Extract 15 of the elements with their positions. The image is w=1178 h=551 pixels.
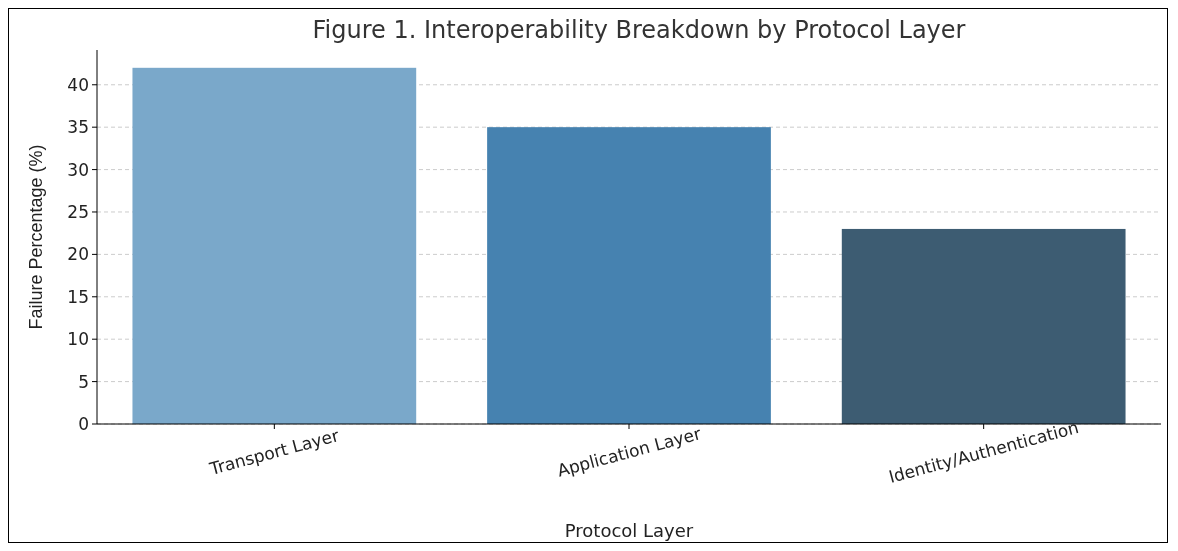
y-tick-label: 20 <box>67 244 89 265</box>
x-axis-title: Protocol Layer <box>564 520 694 541</box>
y-tick-label: 30 <box>67 159 89 180</box>
y-tick-label: 0 <box>78 413 89 434</box>
y-tick-label: 35 <box>67 117 89 138</box>
y-tick-label: 15 <box>67 286 89 307</box>
y-tick-label: 25 <box>67 201 89 222</box>
y-axis-title: Failure Percentage (%) <box>26 144 46 330</box>
bar <box>487 127 771 424</box>
y-tick-label: 40 <box>67 74 89 95</box>
bar <box>841 228 1126 424</box>
bar <box>132 67 417 424</box>
y-tick-label: 10 <box>67 329 89 350</box>
y-tick-label: 5 <box>78 371 89 392</box>
chart-title: Figure 1. Interoperability Breakdown by Protocol Layer <box>312 16 966 44</box>
